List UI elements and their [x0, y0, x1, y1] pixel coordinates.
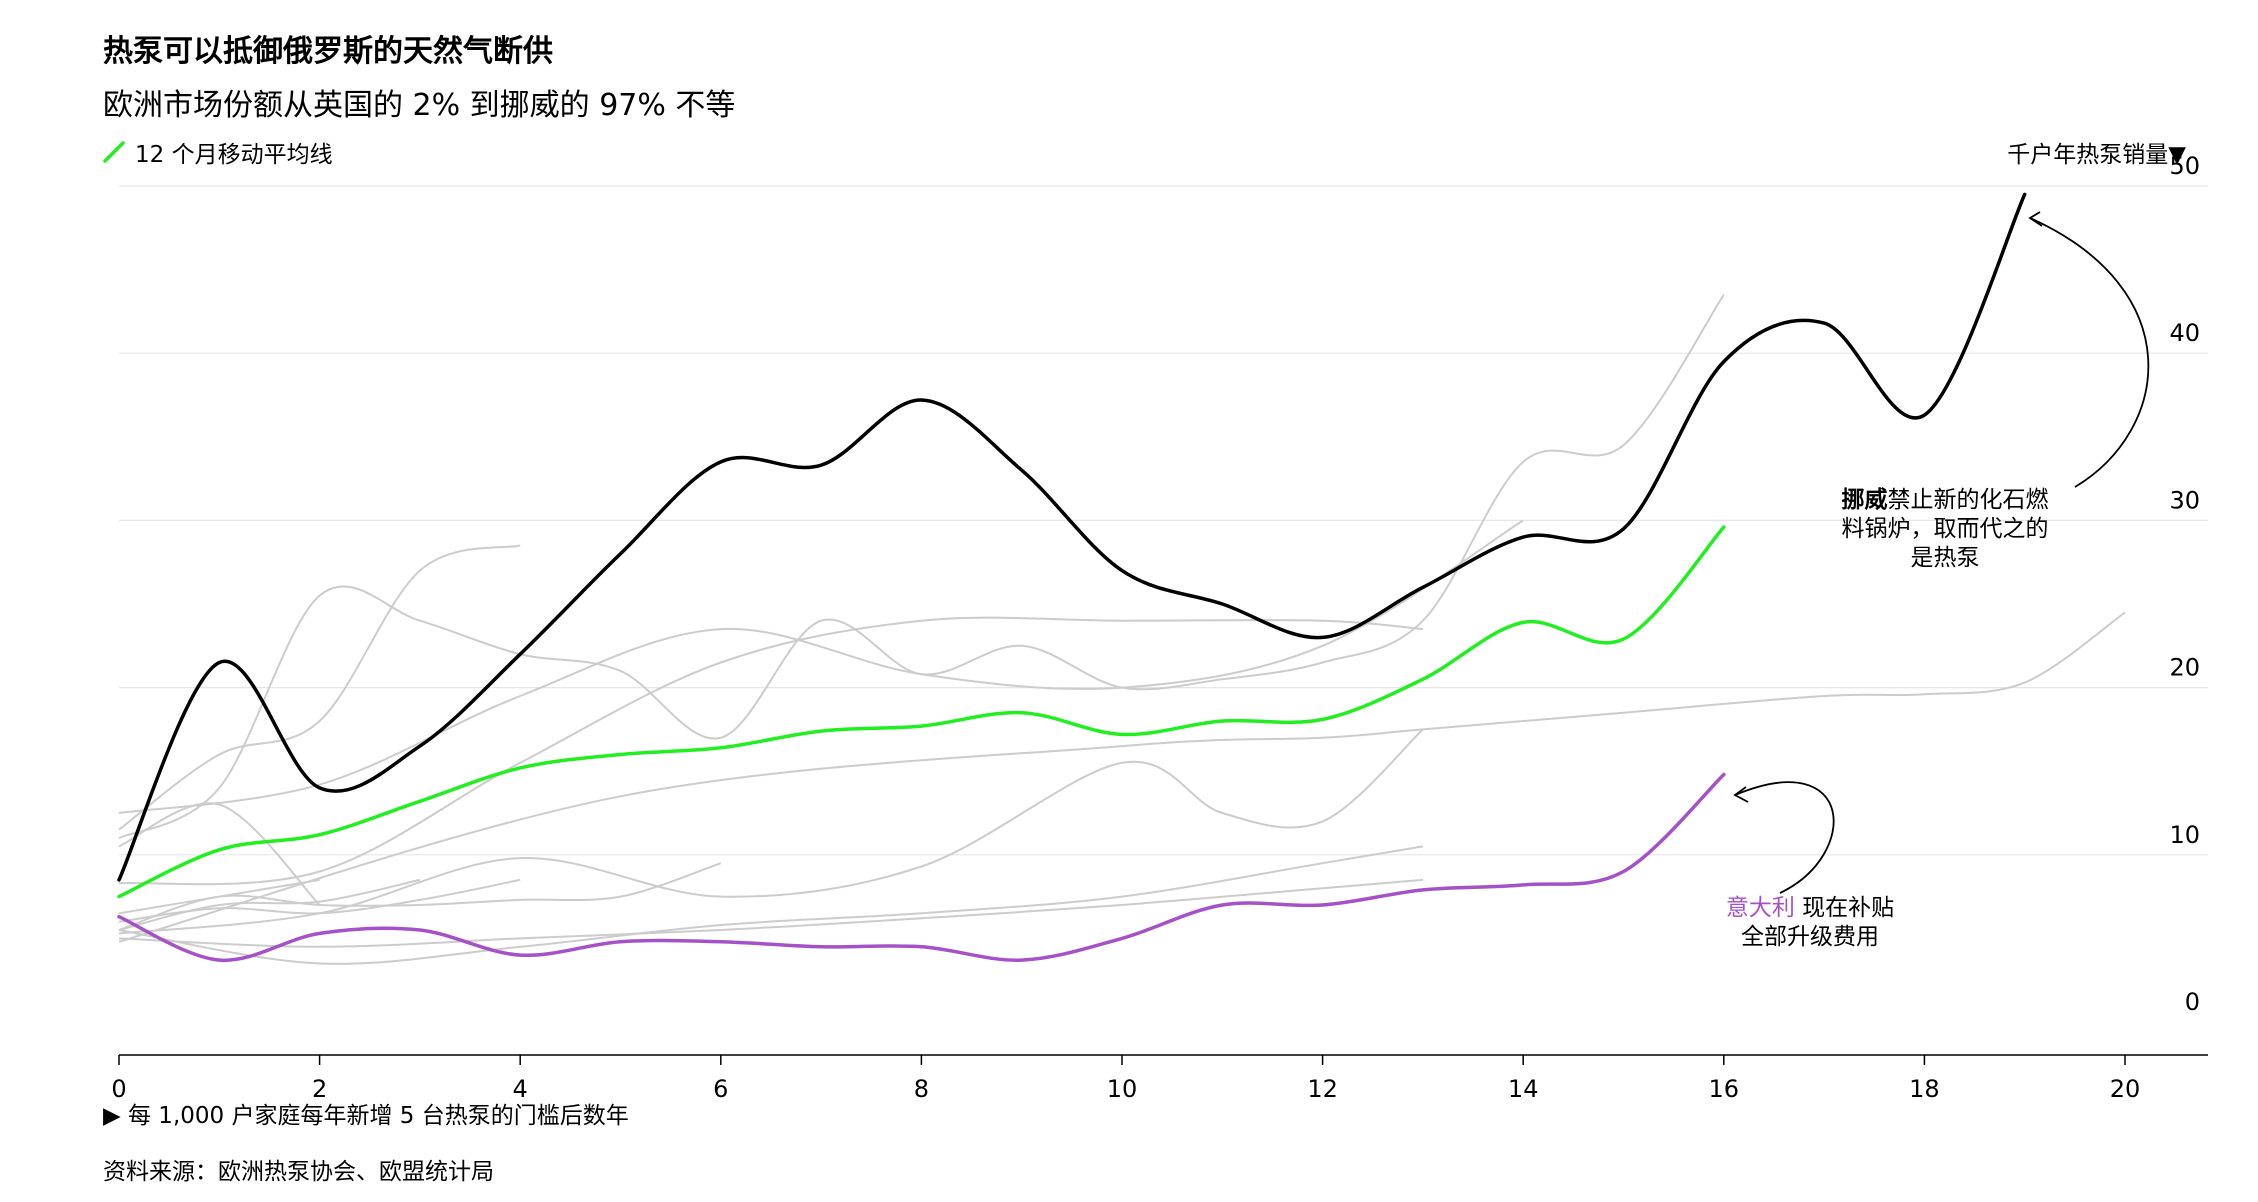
series-line-moving-average [117, 525, 1726, 899]
series-line-other-9 [118, 878, 421, 931]
y-tick-label: 20 [2169, 654, 2200, 682]
annotation-norway-line1: 禁止新的化石燃 [1887, 487, 2049, 513]
series-line-other-6 [118, 728, 1424, 935]
legend-line-icon [103, 141, 125, 163]
annotation-arrowhead-norway [2028, 211, 2043, 227]
annotation-italy: 意大利 现在补贴 全部升级费用 [1640, 894, 1980, 952]
series-line-other-5 [118, 802, 321, 906]
x-tick-label: 12 [1307, 1075, 1338, 1103]
x-tick-label: 18 [1909, 1075, 1940, 1103]
series-line-other-13 [118, 878, 1423, 948]
x-tick-label: 4 [513, 1075, 528, 1103]
y-tick-label: 30 [2169, 486, 2200, 514]
chart-subtitle: 欧洲市场份额从英国的 2% 到挪威的 97% 不等 [103, 88, 736, 123]
x-tick-label: 10 [1107, 1075, 1138, 1103]
series-line-italy [117, 772, 1726, 962]
x-tick-label: 16 [1709, 1075, 1740, 1103]
annotation-norway-line3: 是热泵 [1910, 545, 1980, 571]
annotation-norway-name: 挪威 [1841, 487, 1888, 513]
series-line-other-4 [118, 616, 1423, 886]
y-tick-label: 40 [2169, 319, 2200, 347]
annotation-norway-line2: 料锅炉，取而代之的 [1841, 516, 2049, 542]
annotation-arrowhead-italy [1733, 786, 1749, 803]
y-axis-unit: 千户年热泵销量▼ [2007, 142, 2186, 168]
series-line-other-11 [118, 862, 722, 931]
series-line-other-7 [118, 611, 2126, 943]
series-line-other-3 [118, 544, 521, 831]
legend: 12 个月移动平均线 [103, 135, 333, 169]
series-line-other-12 [118, 878, 320, 915]
x-tick-label: 2 [312, 1075, 327, 1103]
legend-label: 12 个月移动平均线 [135, 142, 333, 168]
series-line-other-10 [118, 878, 521, 923]
x-tick-label: 20 [2110, 1075, 2141, 1103]
y-tick-label: 10 [2169, 821, 2200, 849]
annotation-italy-line1: 现在补贴 [1794, 895, 1895, 921]
source-note: 资料来源：欧洲热泵协会、欧盟统计局 [103, 1159, 494, 1185]
x-tick-label: 6 [713, 1075, 728, 1103]
annotation-arrow-norway [2029, 217, 2150, 488]
y-tick-label: 0 [2185, 988, 2200, 1016]
x-tick-label: 8 [914, 1075, 929, 1103]
annotation-arrow-italy [1734, 781, 1835, 894]
series-line-norway [117, 192, 2027, 882]
series-line-other-1 [118, 519, 1524, 814]
x-axis-label: ▶ 每 1,000 户家庭每年新增 5 台热泵的门槛后数年 [103, 1103, 629, 1129]
chart-title: 热泵可以抵御俄罗斯的天然气断供 [103, 34, 553, 69]
x-tick-label: 0 [111, 1075, 126, 1103]
series-line-other-2 [118, 294, 1725, 840]
x-tick-label: 14 [1508, 1075, 1539, 1103]
annotation-italy-name: 意大利 [1725, 895, 1795, 921]
annotation-norway: 挪威禁止新的化石燃 料锅炉，取而代之的 是热泵 [1780, 486, 2110, 573]
annotation-italy-line2: 全部升级费用 [1741, 924, 1879, 950]
y-tick-label: 50 [2169, 152, 2200, 180]
series-line-other-8 [118, 845, 1424, 965]
